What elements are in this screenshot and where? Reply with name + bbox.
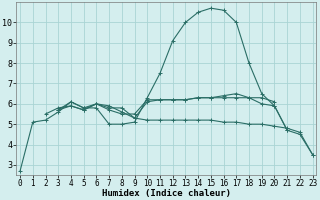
X-axis label: Humidex (Indice chaleur): Humidex (Indice chaleur) — [102, 189, 231, 198]
